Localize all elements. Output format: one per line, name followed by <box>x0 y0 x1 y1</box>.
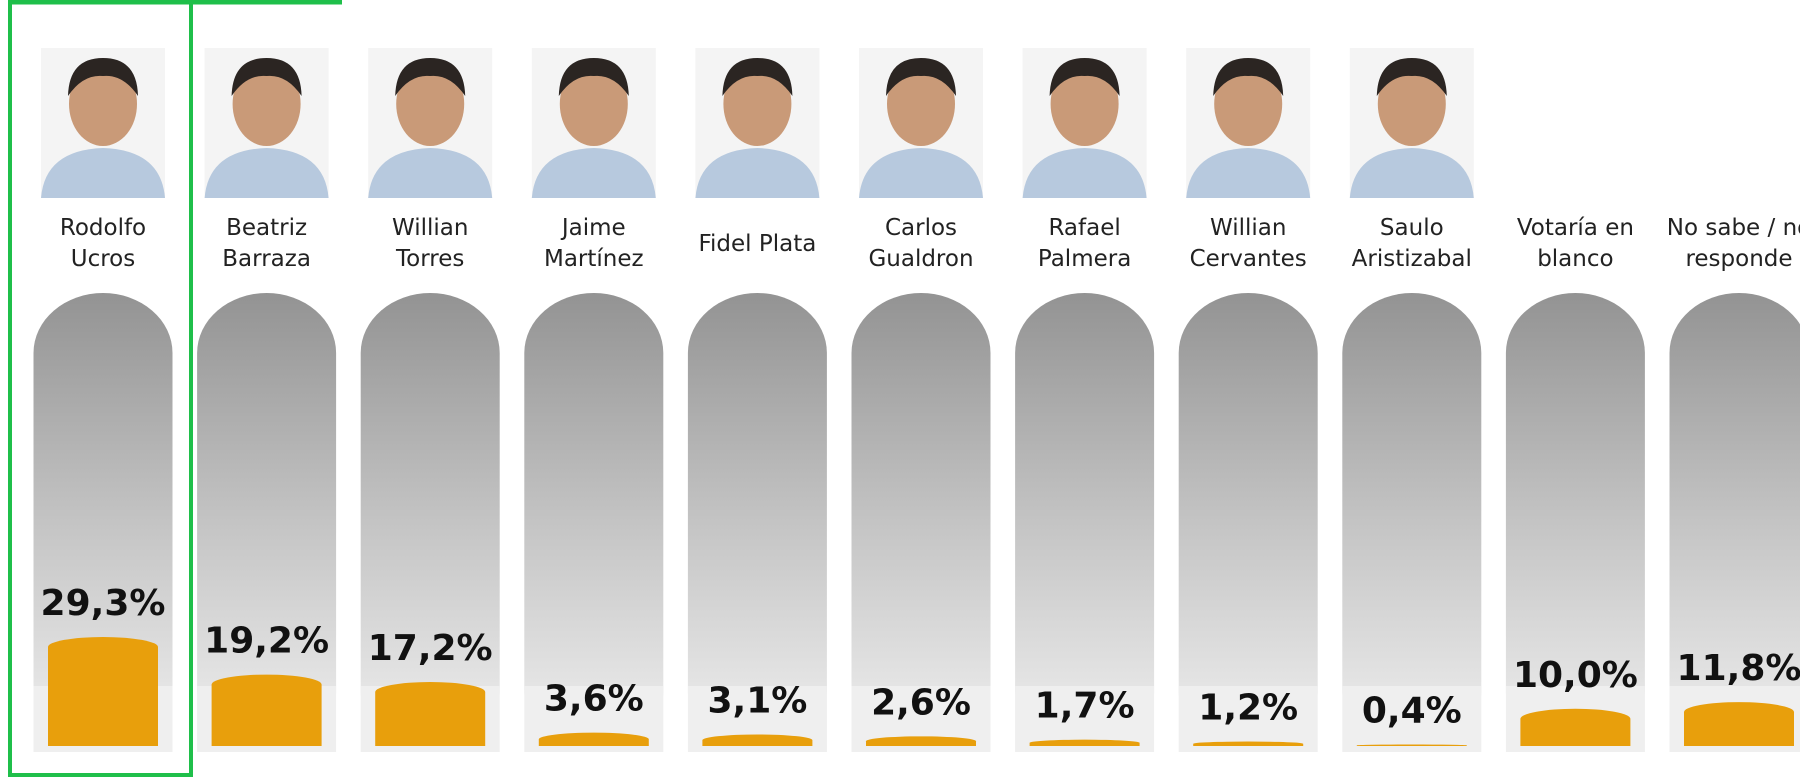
bar <box>1357 745 1467 746</box>
category-label: Votaría en blanco <box>1500 196 1650 292</box>
category-label: Rafael Palmera <box>1010 196 1160 292</box>
category-label: No sabe / no responde <box>1664 196 1800 292</box>
category-label: Fidel Plata <box>682 196 832 292</box>
category-label: Saulo Aristizabal <box>1337 196 1487 292</box>
bar <box>702 734 812 746</box>
bar <box>48 637 158 746</box>
category-label: Willian Cervantes <box>1173 196 1323 292</box>
bar <box>212 675 322 746</box>
bar <box>1030 740 1140 746</box>
category-label: Carlos Gualdron <box>846 196 996 292</box>
value-label: 19,2% <box>204 621 329 662</box>
value-label: 2,6% <box>871 682 971 723</box>
value-label: 1,7% <box>1035 686 1135 727</box>
bar <box>1520 709 1630 746</box>
category-label: Rodolfo Ucros <box>28 196 178 292</box>
bar <box>539 733 649 746</box>
value-label: 3,6% <box>544 679 644 720</box>
bar <box>375 682 485 746</box>
value-label: 10,0% <box>1513 655 1638 696</box>
bar-background <box>1342 293 1481 752</box>
bar <box>1684 702 1794 746</box>
value-label: 11,8% <box>1677 648 1800 689</box>
value-label: 1,2% <box>1198 688 1298 729</box>
category-label: Jaime Martínez <box>519 196 669 292</box>
bar <box>866 736 976 746</box>
value-label: 17,2% <box>368 628 493 669</box>
category-label: Willian Torres <box>355 196 505 292</box>
value-label: 29,3% <box>41 583 166 624</box>
chart-svg: 29,3% 19,2% 17,2% 3,6% 3,1% 2,6% 1,7% 1,2% 0,4% 1… <box>0 0 1800 777</box>
bar <box>1193 742 1303 746</box>
value-label: 0,4% <box>1362 691 1462 732</box>
bar-background <box>1179 293 1318 752</box>
bar-background <box>1015 293 1154 752</box>
category-label: Beatriz Barraza <box>192 196 342 292</box>
chart: 29,3% 19,2% 17,2% 3,6% 3,1% 2,6% 1,7% 1,2% 0,4% 1… <box>0 0 1800 777</box>
value-label: 3,1% <box>707 680 807 721</box>
